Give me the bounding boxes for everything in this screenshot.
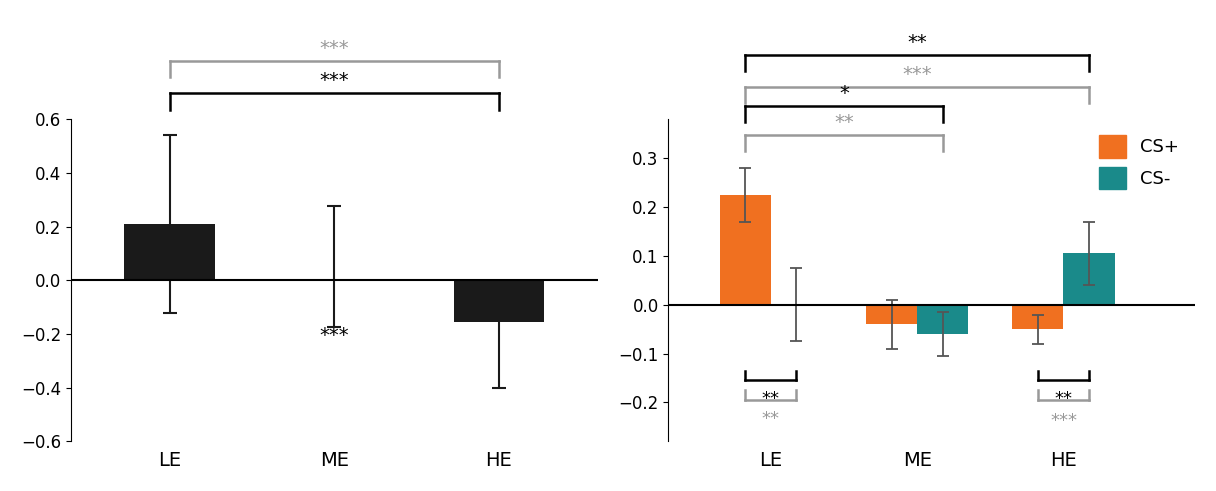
Text: **: ** [761,409,779,428]
Bar [917,305,968,334]
Text: ***: *** [320,71,349,90]
Text: ***: *** [320,326,349,345]
Bar [289,279,379,280]
Text: **: ** [1054,390,1073,408]
Text: ***: *** [902,65,931,84]
Text: **: ** [834,113,854,132]
Text: ***: *** [320,39,349,58]
Text: **: ** [761,390,779,408]
Bar [454,280,544,322]
Bar [1012,305,1064,329]
Bar [866,305,917,324]
Bar [124,224,215,280]
Text: **: ** [907,32,927,52]
Text: *: * [839,84,849,103]
Legend: CS+, CS-: CS+, CS- [1091,128,1186,196]
Text: ***: *** [1049,412,1077,430]
Bar [1064,253,1115,305]
Bar [720,195,771,305]
